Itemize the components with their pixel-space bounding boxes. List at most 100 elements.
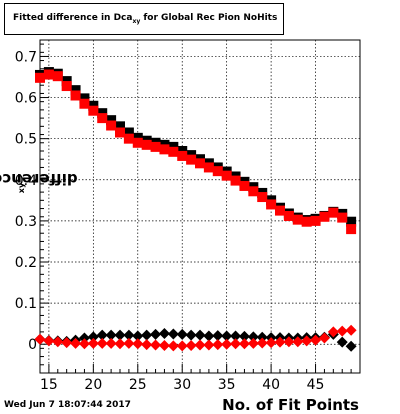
series-3-point [318,332,330,344]
series-1-point [150,141,161,152]
series-2-point [114,329,126,341]
plot-frame [39,39,361,374]
series-3-point [150,339,162,351]
series-2-point [176,328,188,340]
series-1-point [275,205,285,216]
series-3-point [176,340,188,352]
series-1-point [70,90,81,101]
series-3-point [203,339,215,351]
chart-title-box: Fitted difference in Dcaxy for Global Re… [4,3,284,35]
series-3-point [310,334,322,346]
series-3-point [185,339,197,351]
series-3-point [167,340,179,352]
series-3-point [247,337,259,349]
grid-lines [40,40,360,373]
series-3-point [34,333,46,345]
series-0-point [346,216,357,227]
series-3-point [141,339,153,351]
series-1-point [141,139,152,150]
y-tick-label: 0.2 [15,255,37,271]
series-3-point [114,338,126,350]
series-3-point [221,338,233,350]
series-1-point [195,158,205,169]
x-axis-label: No. of Fit Points [222,396,359,414]
y-tick-label: 0.1 [15,296,37,312]
series-2-point [158,328,170,340]
y-tick-label: 0.5 [15,132,37,148]
series-2-point [167,328,179,340]
series-3-point [283,336,295,348]
series-2-point [230,330,242,342]
series-1-point [123,133,134,144]
tick-labels: 15 20 25 30 35 40 45 0 0.1 0.2 0.3 0.4 0.5 0.6 0.7 [15,49,325,393]
series-3-point [123,337,135,349]
series-1-point [257,192,268,203]
series-1-point [230,175,241,186]
series-2-point [194,329,206,341]
series-3-point [301,335,313,347]
series-3-point [327,326,339,338]
series-1-point [283,210,294,221]
series-3-point [87,337,99,349]
series-2-point [132,330,144,342]
series-1-point [115,127,125,138]
series-1-point [79,98,90,109]
series-1-point [292,214,303,225]
series-3-point [194,339,206,351]
series-1-point [52,71,63,82]
series-0-point [70,85,81,96]
series-2-point [212,330,224,342]
series-1-point [212,166,223,177]
series-0-point [106,115,117,126]
series-2-point [141,329,153,341]
chart-title: Fitted difference in Dcaxy for Global Re… [13,13,278,25]
data-markers [34,67,357,352]
series-3-point [96,337,108,349]
series-2-point [203,330,215,342]
series-2-point [345,340,357,352]
series-1-point [177,150,188,161]
series-1-point [88,105,99,116]
series-3-point [212,339,224,351]
y-tick-label: 0.4 [15,173,37,189]
series-3-point [345,324,357,336]
series-0-point [123,127,134,138]
series-1-point [221,170,232,181]
x-tick-label: 15 [40,377,58,393]
series-1-point [301,216,312,227]
series-2-point [87,331,99,343]
series-3-point [52,336,64,348]
series-1-point [186,154,197,165]
series-3-point [238,338,250,350]
series-1-point [132,137,143,148]
series-3-point [256,337,268,349]
series-2-point [185,329,197,341]
y-tick-label: 0.3 [15,214,37,230]
x-tick-label: 30 [173,377,191,393]
series-2-point [96,329,108,341]
series-1-point [168,146,179,157]
series-1-point [266,199,277,210]
series-3-point [70,337,82,349]
series-2-point [336,336,348,348]
series-2-point [150,328,162,340]
series-3-point [274,336,286,348]
x-tick-label: 35 [218,377,236,393]
series-2-point [221,330,233,342]
series-2-point [238,330,250,342]
series-3-point [132,338,144,350]
y-tick-label: 0 [28,337,37,353]
series-2-point [123,329,135,341]
x-tick-label: 45 [307,377,325,393]
series-2-point [78,332,90,344]
x-tick-label: 25 [129,377,147,393]
y-tick-label: 0.7 [15,49,37,65]
series-1-point [43,69,54,80]
series-1-point [319,211,330,222]
series-1-point [97,113,108,124]
series-3-point [105,337,117,349]
series-3-point [78,338,90,350]
series-2-point [105,329,117,341]
series-1-point [239,180,250,191]
